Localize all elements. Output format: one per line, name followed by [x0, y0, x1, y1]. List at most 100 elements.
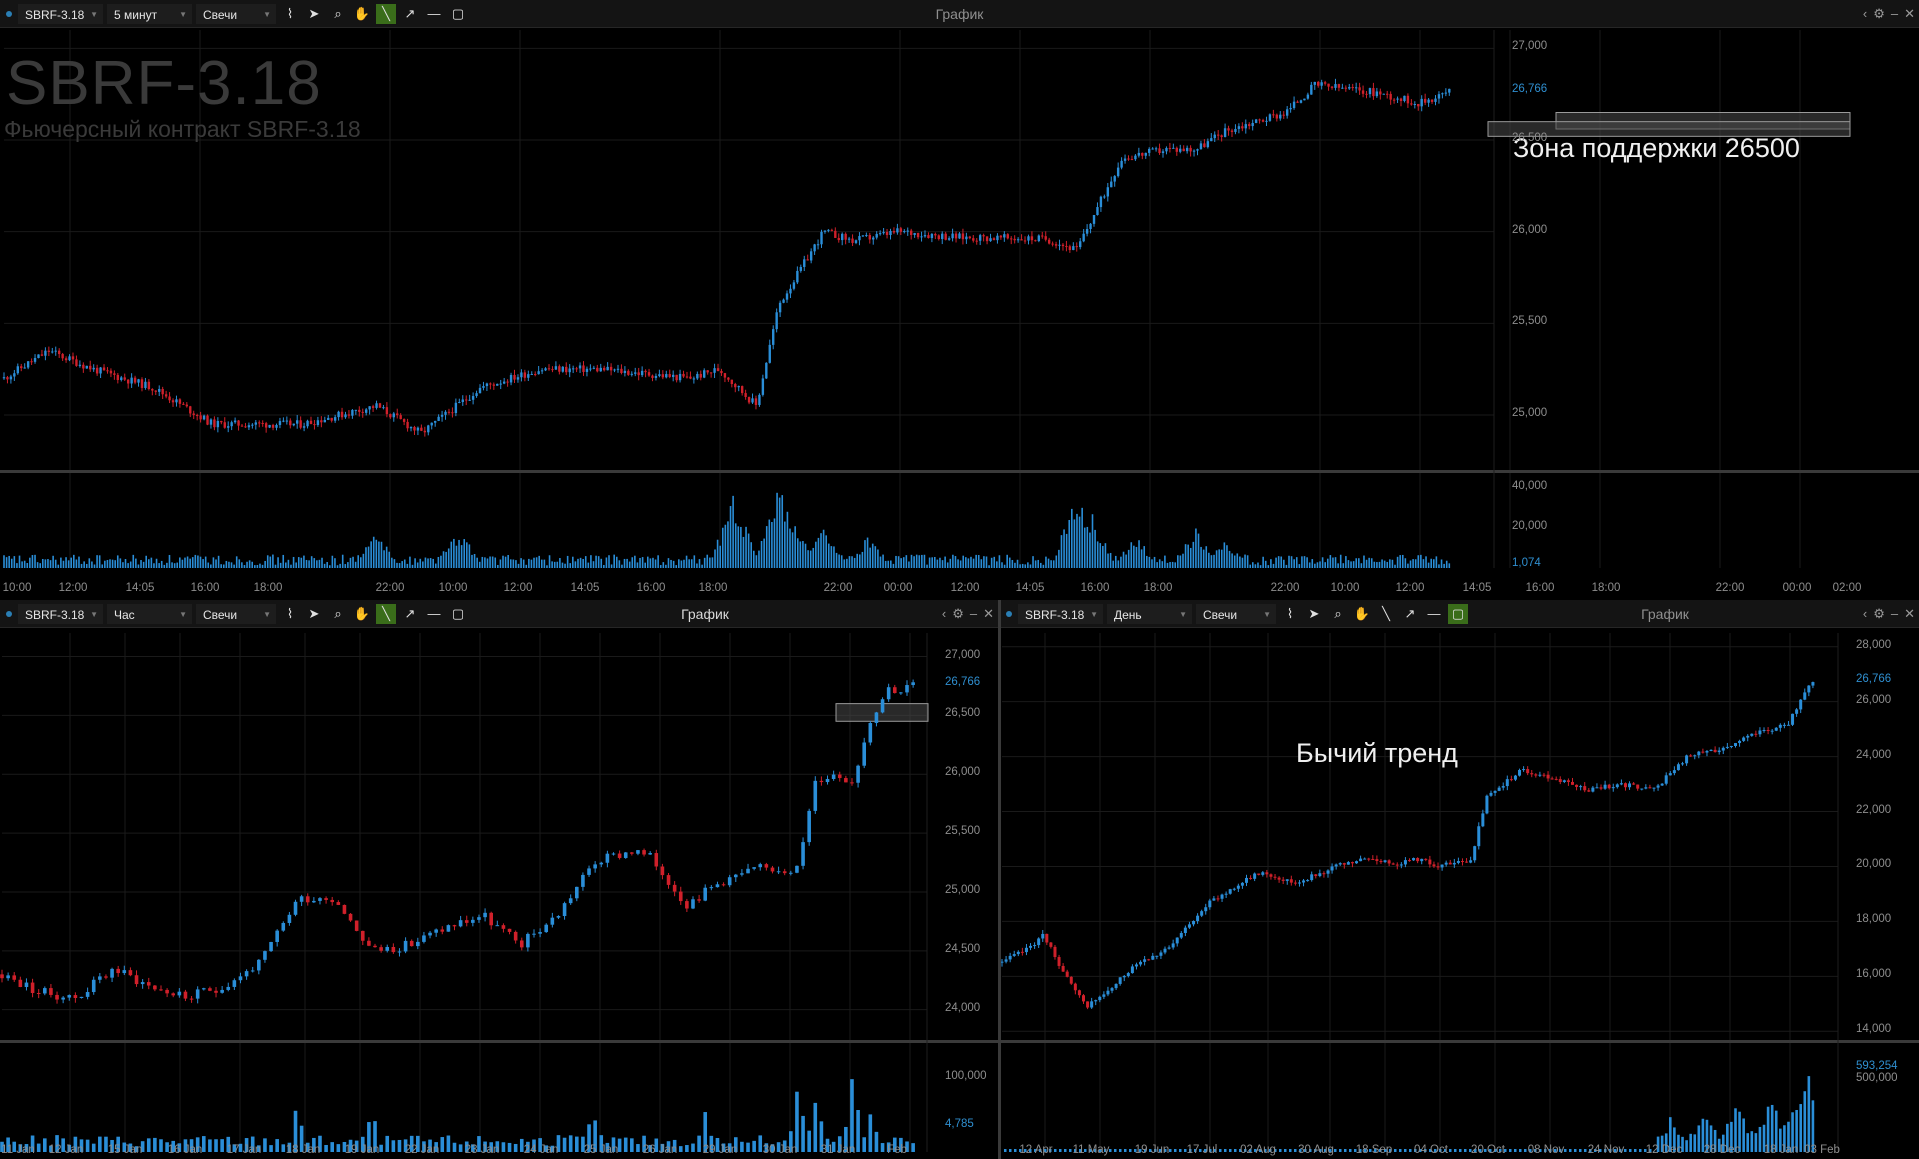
- symbol-field[interactable]: SBRF-3.18 ▼: [18, 3, 103, 24]
- volume-bar: [393, 559, 396, 568]
- arrow-icon[interactable]: ↗: [404, 5, 416, 21]
- candle-body: [337, 411, 340, 418]
- candle-body: [1733, 743, 1737, 746]
- volume-bar: [0, 1141, 4, 1152]
- hline-icon[interactable]: —: [1427, 606, 1441, 621]
- close-icon[interactable]: ✕: [1904, 5, 1915, 21]
- pane-splitter[interactable]: [1000, 1040, 1919, 1043]
- hand-icon[interactable]: ✋: [353, 605, 371, 621]
- bull-trend-annotation[interactable]: Бычий тренд: [1296, 738, 1458, 768]
- trendline-icon[interactable]: ╲: [376, 3, 396, 24]
- minimize-icon[interactable]: –: [1890, 605, 1899, 621]
- interval-select[interactable]: 5 минут ▼: [107, 3, 192, 24]
- rectangle-icon[interactable]: ▢: [1448, 603, 1468, 624]
- collapse-icon[interactable]: ‹: [941, 605, 947, 621]
- volume-bar: [318, 559, 321, 568]
- candle-body: [1342, 863, 1346, 865]
- vertical-splitter[interactable]: [998, 600, 1001, 1159]
- gear-icon[interactable]: ⚙: [1873, 5, 1885, 21]
- close-icon[interactable]: ✕: [1904, 605, 1915, 621]
- volume-bar: [729, 506, 732, 568]
- zoom-icon[interactable]: ⌕: [334, 605, 342, 621]
- volume-bar: [1435, 556, 1438, 568]
- rectangle-icon[interactable]: ▢: [451, 5, 465, 21]
- volume-bar: [122, 562, 124, 568]
- volume-bar: [1094, 1149, 1097, 1152]
- pane-splitter[interactable]: [0, 470, 1919, 473]
- cursor-icon[interactable]: ➤: [308, 5, 320, 21]
- trendline-icon[interactable]: ╲: [376, 603, 396, 624]
- volume-bars: [3, 492, 1451, 568]
- indicators-icon[interactable]: ⌇: [286, 5, 294, 21]
- collapse-icon[interactable]: ‹: [1862, 5, 1868, 21]
- candle-body: [672, 884, 677, 892]
- candle-body: [1509, 779, 1513, 781]
- br-chart-canvas[interactable]: [1000, 600, 1919, 1159]
- candle-body: [379, 947, 383, 951]
- volume-bar: [1489, 1149, 1492, 1152]
- interval-select[interactable]: Час ▼: [107, 603, 192, 624]
- top-chart-canvas[interactable]: [0, 0, 1919, 600]
- chart-type-label: Свечи: [1203, 607, 1238, 622]
- candle-body: [1410, 103, 1413, 105]
- support-zone-rect[interactable]: [1487, 121, 1851, 137]
- hand-icon[interactable]: ✋: [1353, 605, 1371, 621]
- indicators-icon[interactable]: ⌇: [286, 605, 294, 621]
- hline-icon[interactable]: —: [427, 6, 441, 21]
- volume-bar: [29, 557, 31, 568]
- close-icon[interactable]: ✕: [983, 605, 994, 621]
- gear-icon[interactable]: ⚙: [1873, 605, 1885, 621]
- zoom-icon[interactable]: ⌕: [1334, 605, 1342, 621]
- support-zone-annotation[interactable]: Зона поддержки 26500: [1513, 133, 1800, 163]
- link-dot-icon[interactable]: [6, 610, 12, 617]
- candle-body: [342, 904, 347, 914]
- volume-bar: [1378, 561, 1381, 568]
- bl-chart-canvas[interactable]: [0, 600, 998, 1159]
- trendline-icon[interactable]: ╲: [1382, 605, 1390, 621]
- time-tick-label: 12:00: [950, 582, 980, 594]
- chart-type-select[interactable]: Свечи ▼: [196, 3, 276, 24]
- interval-select[interactable]: День ▼: [1107, 603, 1192, 624]
- candle-body: [1423, 98, 1427, 103]
- rectangle-icon[interactable]: ▢: [451, 605, 465, 621]
- symbol-field[interactable]: SBRF-3.18 ▼: [1018, 603, 1103, 624]
- candle-body: [1155, 955, 1159, 957]
- chevron-down-icon: ▼: [90, 609, 98, 619]
- arrow-icon[interactable]: ↗: [1404, 605, 1416, 621]
- candle-body: [930, 233, 934, 239]
- candle-body: [1375, 91, 1379, 97]
- volume-bar: [559, 558, 561, 568]
- volume-bar: [962, 555, 965, 568]
- volume-bar: [990, 557, 993, 568]
- minimize-icon[interactable]: –: [1890, 5, 1899, 21]
- volume-bar: [1125, 554, 1127, 568]
- hline-icon[interactable]: —: [427, 606, 441, 621]
- cursor-icon[interactable]: ➤: [1308, 605, 1320, 621]
- candle-body: [485, 383, 489, 387]
- volume-bar: [365, 547, 367, 568]
- link-dot-icon[interactable]: [1006, 610, 1012, 617]
- candle-body: [287, 914, 292, 923]
- hand-icon[interactable]: ✋: [353, 5, 371, 21]
- zoom-icon[interactable]: ⌕: [334, 5, 342, 21]
- volume-bar: [512, 559, 515, 568]
- indicators-icon[interactable]: ⌇: [1286, 605, 1294, 621]
- minimize-icon[interactable]: –: [969, 605, 978, 621]
- cursor-icon[interactable]: ➤: [308, 605, 320, 621]
- volume-bar: [569, 563, 572, 568]
- symbol-field[interactable]: SBRF-3.18 ▼: [18, 603, 103, 624]
- chevron-down-icon: ▼: [1090, 609, 1098, 619]
- link-dot-icon[interactable]: [6, 10, 12, 17]
- chart-type-select[interactable]: Свечи ▼: [1196, 603, 1276, 624]
- volume-bar: [724, 524, 727, 568]
- candle-body: [144, 381, 147, 388]
- collapse-icon[interactable]: ‹: [1862, 605, 1868, 621]
- volume-bar: [471, 554, 473, 568]
- gear-icon[interactable]: ⚙: [952, 605, 964, 621]
- candle-body: [295, 420, 299, 424]
- chart-type-select[interactable]: Свечи ▼: [196, 603, 276, 624]
- pane-splitter[interactable]: [0, 1040, 998, 1043]
- arrow-icon[interactable]: ↗: [404, 605, 416, 621]
- candle-body: [1223, 128, 1227, 137]
- volume-bar: [437, 556, 440, 568]
